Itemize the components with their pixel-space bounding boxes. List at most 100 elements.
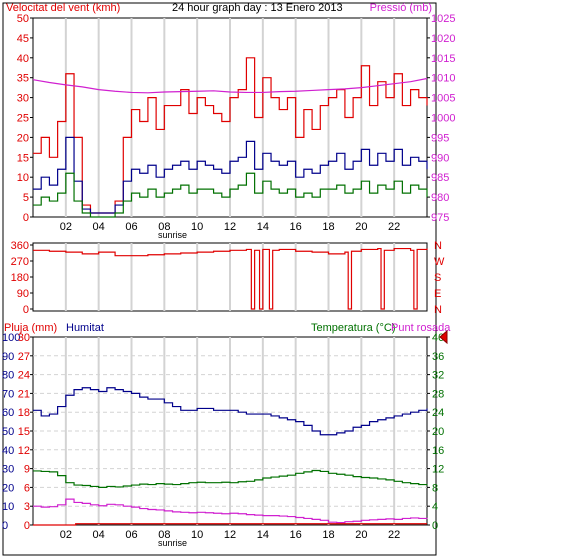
wind-y-tick: 5: [23, 192, 29, 204]
temp-y-tick: 8: [432, 482, 438, 494]
panel1-x-tick: 16: [290, 221, 302, 233]
humidity-y-tick: 70: [2, 388, 14, 400]
panel3-x-tick: 04: [93, 529, 105, 541]
wind-y-tick: 25: [17, 113, 29, 125]
rain-y-tick: 12: [18, 445, 30, 457]
panel1-x-tick: 14: [257, 221, 269, 233]
humidity-y-tick: 40: [2, 445, 14, 457]
rain-y-tick: 3: [24, 501, 30, 513]
pressure-y-tick: 1020: [431, 33, 455, 45]
humidity-y-tick: 10: [2, 501, 14, 513]
chart-title: 24 hour graph day : 13 Enero 2013: [172, 2, 343, 14]
panel3-sunrise-label: sunrise: [158, 538, 187, 548]
panel1-x-tick: 04: [93, 221, 105, 233]
rain-y-tick: 18: [18, 407, 30, 419]
panel1-series-magenta: [32, 77, 428, 94]
wind-y-tick: 20: [17, 132, 29, 144]
pressure-y-tick: 1010: [431, 73, 455, 85]
pressure-y-tick: 1000: [431, 113, 455, 125]
pressure-y-tick: 1025: [431, 13, 455, 25]
temp-y-tick: 0: [432, 520, 438, 532]
rain-y-tick: 27: [18, 351, 30, 363]
humidity-y-tick: 90: [2, 351, 14, 363]
wind-y-tick: 45: [17, 33, 29, 45]
humidity-axis-title: Humitat: [66, 322, 104, 334]
panel3-x-tick: 06: [125, 529, 137, 541]
panel3-x-tick: 12: [224, 529, 236, 541]
rain-y-tick: 15: [18, 426, 30, 438]
direction-y-tick: 270: [11, 256, 29, 268]
direction-y-tick: 180: [11, 272, 29, 284]
compass-y-tick: N: [434, 240, 442, 252]
temp-y-tick: 12: [432, 464, 444, 476]
wind-y-tick: 0: [23, 212, 29, 224]
panel2-series-red: [33, 247, 428, 310]
direction-y-tick: 360: [11, 240, 29, 252]
panel1-x-tick: 06: [125, 221, 137, 233]
temp-y-tick: 24: [432, 407, 444, 419]
temperature-axis-title: Temperatura (°C): [311, 322, 395, 334]
panel1-series-green: [33, 172, 428, 218]
panel1-x-tick: 22: [388, 221, 400, 233]
temp-y-tick: 36: [432, 351, 444, 363]
pressure-y-tick: 985: [431, 172, 449, 184]
wind-axis-title: Velocitat del vent (kmh): [6, 2, 120, 14]
temp-y-tick: 28: [432, 388, 444, 400]
panel1-x-tick: 02: [60, 221, 72, 233]
panel3-x-tick: 02: [60, 529, 72, 541]
outer-frame: [2, 2, 437, 556]
rain-y-tick: 30: [18, 332, 30, 344]
panel3-series-magenta: [33, 498, 428, 524]
humidity-y-tick: 100: [2, 332, 20, 344]
wind-y-tick: 15: [17, 152, 29, 164]
panel3-x-tick: 14: [257, 529, 269, 541]
rain-y-tick: 6: [24, 482, 30, 494]
direction-y-tick: 0: [23, 304, 29, 316]
panel1-sunrise-label: sunrise: [158, 230, 187, 240]
pressure-y-tick: 1015: [431, 53, 455, 65]
wind-y-tick: 50: [17, 13, 29, 25]
panel1-x-tick: 18: [322, 221, 334, 233]
humidity-y-tick: 30: [2, 464, 14, 476]
panel1-x-tick: 10: [191, 221, 203, 233]
compass-y-tick: E: [434, 288, 441, 300]
pressure-y-tick: 990: [431, 152, 449, 164]
direction-y-tick: 90: [17, 288, 29, 300]
pressure-y-tick: 980: [431, 192, 449, 204]
panel3-series-green: [33, 469, 428, 488]
wind-y-tick: 35: [17, 73, 29, 85]
panel3-x-tick: 22: [388, 529, 400, 541]
humidity-y-tick: 20: [2, 482, 14, 494]
rain-y-tick: 21: [18, 388, 30, 400]
pressure-y-tick: 975: [431, 212, 449, 224]
wind-pressure-panel: 0510152025303540455097598098599099510001…: [17, 13, 456, 240]
wind-y-tick: 30: [17, 93, 29, 105]
humidity-y-tick: 80: [2, 370, 14, 382]
wind-y-tick: 40: [17, 53, 29, 65]
panel3-series-red: [33, 523, 427, 526]
temp-y-tick: 4: [432, 501, 438, 513]
temp-y-tick: 32: [432, 370, 444, 382]
temp-y-tick: 20: [432, 426, 444, 438]
pressure-axis-title: Pressió (mb): [370, 2, 432, 14]
temp-y-tick: 40: [432, 332, 444, 344]
humidity-y-tick: 50: [2, 426, 14, 438]
panel3-x-tick: 16: [290, 529, 302, 541]
pressure-y-tick: 1005: [431, 93, 455, 105]
rain-axis-title: Pluja (mm): [4, 322, 57, 334]
panel1-series-blue: [33, 136, 428, 214]
panel1-x-tick: 08: [158, 221, 170, 233]
temp-y-tick: 16: [432, 445, 444, 457]
humidity-y-tick: 0: [2, 520, 8, 532]
panel1-x-tick: 20: [355, 221, 367, 233]
panel3-series-blue: [33, 387, 428, 436]
humidity-y-tick: 60: [2, 407, 14, 419]
wind-y-tick: 10: [17, 172, 29, 184]
panel3-x-tick: 18: [322, 529, 334, 541]
pressure-y-tick: 995: [431, 132, 449, 144]
compass-y-tick: N: [434, 304, 442, 316]
panel3-x-tick: 10: [191, 529, 203, 541]
rain-y-tick: 9: [24, 464, 30, 476]
